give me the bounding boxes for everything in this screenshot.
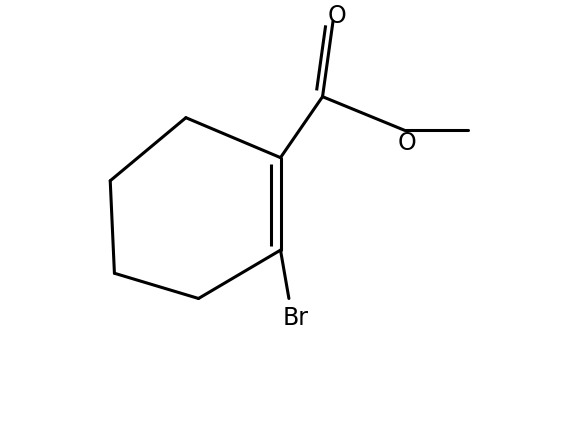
Text: Br: Br bbox=[282, 306, 308, 330]
Text: O: O bbox=[397, 131, 416, 155]
Text: O: O bbox=[328, 4, 347, 28]
